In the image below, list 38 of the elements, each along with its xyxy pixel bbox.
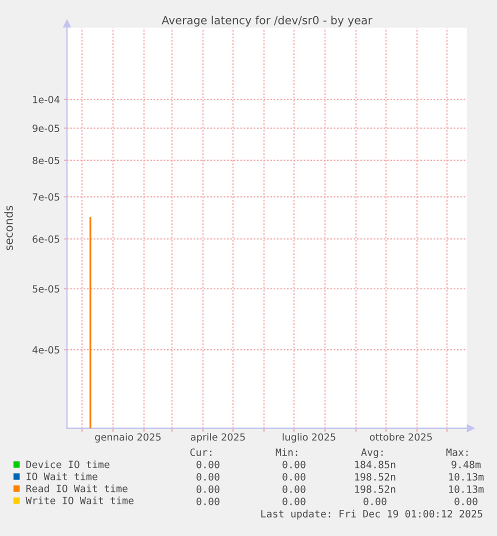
text: 10.13m bbox=[449, 473, 484, 481]
text: 10.13m bbox=[449, 485, 484, 493]
chart-title: Average latency for /dev/sr0 - by year bbox=[162, 16, 372, 27]
y-tick-label: 1e-04 bbox=[33, 96, 60, 104]
y-tick-label: 6e-05 bbox=[32, 235, 60, 243]
text: 0.00 bbox=[282, 473, 306, 481]
text: 198.52n bbox=[355, 485, 396, 493]
y-tick-label: 4e-05 bbox=[32, 346, 60, 354]
text: 0.00 bbox=[196, 460, 220, 468]
x-tick-label: ottobre 2025 bbox=[370, 433, 432, 441]
text: 0.00 bbox=[196, 498, 220, 506]
text: 0.00 bbox=[364, 498, 386, 506]
text: Last update: Fri Dec 19 01:00:12 2025 bbox=[261, 510, 482, 520]
legend-label: IO Wait time bbox=[26, 472, 98, 480]
x-tick-label: aprile 2025 bbox=[190, 433, 245, 443]
text: 9.48m bbox=[452, 460, 481, 468]
text: 0.00 bbox=[282, 460, 306, 468]
legend-label: Read IO Wait time bbox=[26, 484, 128, 492]
text: Avg: bbox=[361, 448, 383, 458]
text: 0.00 bbox=[196, 473, 220, 481]
text: 184.85n bbox=[355, 460, 396, 468]
text: 0.00 bbox=[282, 498, 306, 506]
y-axis-title: seconds bbox=[4, 206, 13, 250]
text: Min: bbox=[276, 448, 298, 456]
text: Max: bbox=[446, 448, 468, 456]
legend-label: Write IO Wait time bbox=[26, 496, 134, 504]
text: 0.00 bbox=[454, 498, 478, 506]
y-tick-label: 5e-05 bbox=[32, 285, 60, 293]
text: Cur: bbox=[190, 448, 212, 456]
legend-label: Device IO time bbox=[26, 460, 110, 468]
y-tick-label: 8e-05 bbox=[32, 156, 60, 164]
x-tick-label: luglio 2025 bbox=[282, 433, 336, 443]
text: 198.52n bbox=[355, 473, 396, 481]
text: 0.00 bbox=[196, 485, 220, 493]
x-tick-label: gennaio 2025 bbox=[95, 433, 161, 443]
y-tick-label: 7e-05 bbox=[32, 193, 60, 201]
text: 0.00 bbox=[282, 485, 306, 493]
y-tick-label: 9e-05 bbox=[32, 124, 60, 132]
